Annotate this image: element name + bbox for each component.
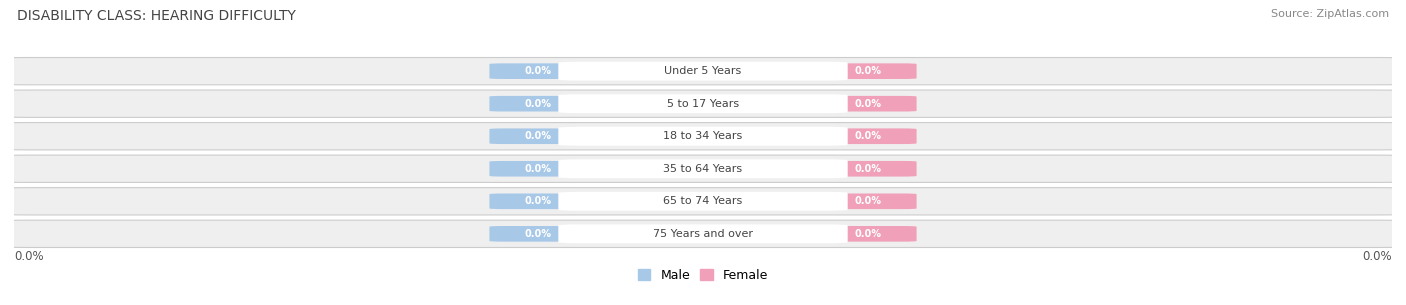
FancyBboxPatch shape (558, 127, 848, 146)
Text: 0.0%: 0.0% (855, 66, 882, 76)
FancyBboxPatch shape (0, 188, 1406, 215)
Text: 5 to 17 Years: 5 to 17 Years (666, 99, 740, 109)
Text: 0.0%: 0.0% (855, 229, 882, 239)
Text: 65 to 74 Years: 65 to 74 Years (664, 196, 742, 206)
FancyBboxPatch shape (820, 128, 917, 144)
Text: 0.0%: 0.0% (524, 229, 551, 239)
FancyBboxPatch shape (489, 128, 586, 144)
Text: 0.0%: 0.0% (855, 164, 882, 174)
FancyBboxPatch shape (0, 58, 1406, 85)
Text: 0.0%: 0.0% (855, 99, 882, 109)
FancyBboxPatch shape (558, 192, 848, 211)
FancyBboxPatch shape (820, 193, 917, 209)
Text: 75 Years and over: 75 Years and over (652, 229, 754, 239)
Text: DISABILITY CLASS: HEARING DIFFICULTY: DISABILITY CLASS: HEARING DIFFICULTY (17, 9, 295, 23)
FancyBboxPatch shape (489, 96, 586, 112)
Text: 0.0%: 0.0% (1362, 250, 1392, 263)
FancyBboxPatch shape (558, 159, 848, 178)
Legend: Male, Female: Male, Female (633, 264, 773, 287)
Text: 18 to 34 Years: 18 to 34 Years (664, 131, 742, 141)
FancyBboxPatch shape (489, 226, 586, 242)
Text: Under 5 Years: Under 5 Years (665, 66, 741, 76)
FancyBboxPatch shape (820, 226, 917, 242)
Text: 0.0%: 0.0% (524, 99, 551, 109)
Text: 0.0%: 0.0% (855, 131, 882, 141)
Text: 0.0%: 0.0% (524, 196, 551, 206)
FancyBboxPatch shape (489, 63, 586, 79)
Text: 0.0%: 0.0% (524, 66, 551, 76)
Text: 0.0%: 0.0% (524, 164, 551, 174)
FancyBboxPatch shape (820, 63, 917, 79)
FancyBboxPatch shape (0, 123, 1406, 150)
FancyBboxPatch shape (489, 193, 586, 209)
FancyBboxPatch shape (489, 161, 586, 177)
Text: 0.0%: 0.0% (14, 250, 44, 263)
FancyBboxPatch shape (558, 224, 848, 243)
Text: 0.0%: 0.0% (524, 131, 551, 141)
FancyBboxPatch shape (0, 220, 1406, 247)
Text: Source: ZipAtlas.com: Source: ZipAtlas.com (1271, 9, 1389, 19)
FancyBboxPatch shape (820, 161, 917, 177)
FancyBboxPatch shape (558, 94, 848, 113)
FancyBboxPatch shape (820, 96, 917, 112)
Text: 0.0%: 0.0% (855, 196, 882, 206)
FancyBboxPatch shape (0, 90, 1406, 117)
FancyBboxPatch shape (0, 155, 1406, 182)
Text: 35 to 64 Years: 35 to 64 Years (664, 164, 742, 174)
FancyBboxPatch shape (558, 62, 848, 81)
